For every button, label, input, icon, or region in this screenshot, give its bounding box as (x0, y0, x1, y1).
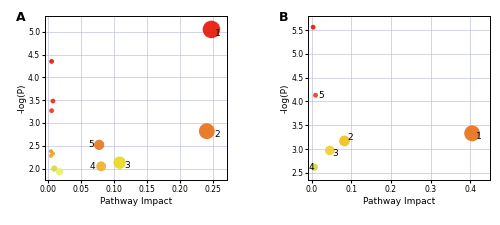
Point (48, 60, 56, 63)
Point (49, 152, 57, 155)
Point (208, 28, 216, 31)
Point (116, 161, 124, 164)
X-axis label: Pathway Impact: Pathway Impact (100, 197, 172, 206)
Point (49, 99, 57, 103)
Text: B: B (280, 11, 289, 24)
Point (95, 143, 103, 147)
Point (56, 170, 64, 174)
Point (48, 109, 56, 112)
Text: 1: 1 (214, 29, 220, 38)
Text: 1: 1 (476, 132, 482, 141)
Point (309, 25, 317, 29)
Point (50, 167, 58, 170)
Text: 3: 3 (332, 149, 338, 158)
Y-axis label: -log(P): -log(P) (281, 83, 290, 113)
Point (312, 93, 320, 97)
Text: A: A (16, 11, 26, 24)
Point (47, 154, 55, 158)
Text: 5: 5 (88, 140, 94, 149)
Point (310, 165, 318, 169)
Text: 2: 2 (214, 130, 220, 139)
Text: 4: 4 (308, 163, 314, 172)
Point (47, 149, 55, 153)
Y-axis label: -log(P): -log(P) (18, 83, 26, 113)
Text: 3: 3 (124, 161, 130, 170)
Point (340, 139, 348, 143)
Point (326, 149, 334, 152)
Point (203, 129, 211, 133)
Point (468, 132, 476, 135)
Text: 2: 2 (347, 133, 353, 142)
Text: 4: 4 (90, 162, 95, 171)
Text: 5: 5 (318, 91, 324, 100)
Point (97, 164, 105, 168)
X-axis label: Pathway Impact: Pathway Impact (363, 197, 436, 206)
